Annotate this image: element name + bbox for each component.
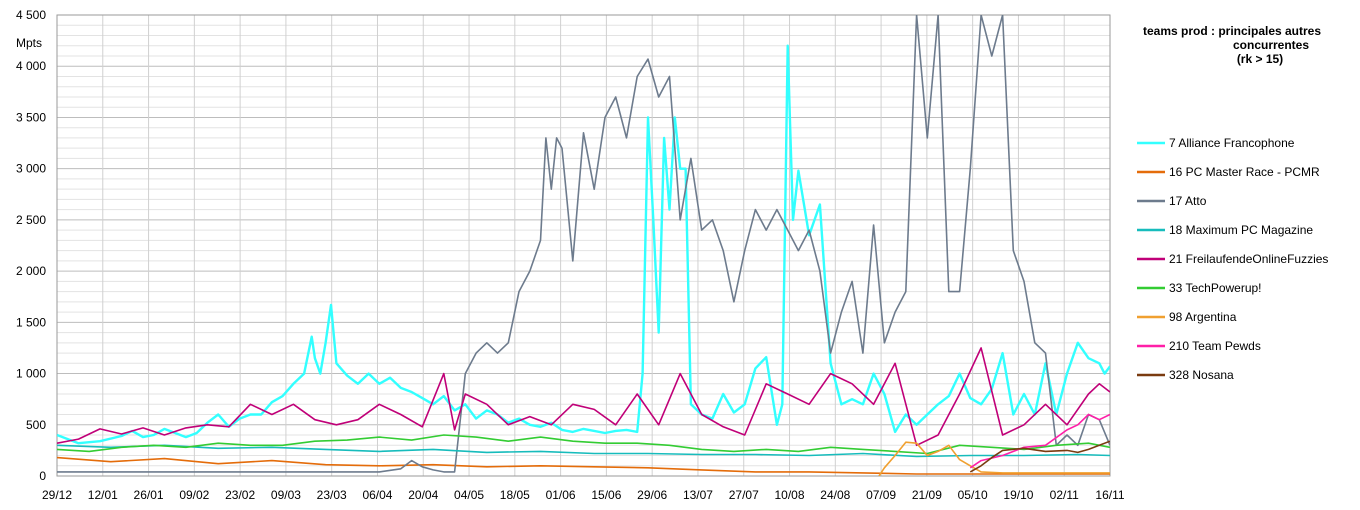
x-tick-label: 09/02 — [179, 488, 209, 502]
x-tick-label: 29/12 — [42, 488, 72, 502]
y-tick-label: 2 000 — [16, 264, 46, 278]
legend-label: 17 Atto — [1169, 194, 1207, 208]
x-tick-label: 07/09 — [866, 488, 896, 502]
x-tick-label: 16/11 — [1095, 488, 1124, 502]
y-tick-label: 0 — [39, 469, 46, 483]
legend-label: 98 Argentina — [1169, 310, 1237, 324]
series-line — [57, 434, 1110, 455]
x-tick-label: 27/07 — [729, 488, 759, 502]
y-tick-label: 3 500 — [16, 110, 46, 124]
x-tick-label: 23/03 — [317, 488, 347, 502]
x-tick-label: 05/10 — [958, 488, 988, 502]
y-axis-label: Mpts — [16, 36, 42, 50]
y-axis: 0 500 1 000 1 500 2 000 2 500 3 000 3 500 4 000 4… — [16, 8, 46, 483]
series-line — [57, 15, 1110, 473]
series-group — [57, 15, 1110, 476]
y-tick-label: 2 500 — [16, 213, 46, 227]
x-tick-label: 04/05 — [454, 488, 484, 502]
series-line — [57, 44, 1110, 445]
x-tick-label: 26/01 — [134, 488, 164, 502]
x-tick-label: 23/02 — [225, 488, 255, 502]
chart-title-line: concurrentes — [1233, 38, 1309, 52]
series-line — [57, 444, 1110, 458]
x-tick-label: 06/04 — [362, 488, 392, 502]
legend-label: 18 Maximum PC Magazine — [1169, 223, 1313, 237]
legend-label: 33 TechPowerup! — [1169, 281, 1262, 295]
x-tick-label: 18/05 — [500, 488, 530, 502]
y-tick-label: 4 500 — [16, 8, 46, 22]
y-tick-label: 1 500 — [16, 315, 46, 329]
y-tick-label: 1 000 — [16, 367, 46, 381]
legend-label: 328 Nosana — [1169, 368, 1234, 382]
series-line — [57, 347, 1110, 447]
legend-label: 210 Team Pewds — [1169, 339, 1261, 353]
legend-label: 21 FreilaufendeOnlineFuzzies — [1169, 252, 1328, 266]
x-tick-label: 20/04 — [408, 488, 438, 502]
x-tick-label: 13/07 — [683, 488, 713, 502]
x-tick-label: 21/09 — [912, 488, 942, 502]
y-tick-label: 3 000 — [16, 162, 46, 176]
x-tick-label: 12/01 — [88, 488, 118, 502]
chart-title: teams prod : principales autres concurre… — [1143, 24, 1321, 66]
chart-grid — [56, 14, 1111, 477]
x-axis: 29/12 12/01 26/01 09/02 23/02 09/03 23/03 06/04… — [42, 488, 1125, 502]
x-tick-label: 02/11 — [1050, 488, 1079, 502]
y-tick-label: 500 — [26, 418, 46, 432]
series-line — [57, 456, 1110, 475]
plot-area-border — [56, 14, 1111, 477]
series-line — [969, 440, 1110, 473]
x-tick-label: 10/08 — [775, 488, 805, 502]
series-line — [878, 441, 1110, 476]
x-tick-label: 29/06 — [637, 488, 667, 502]
x-tick-label: 19/10 — [1003, 488, 1033, 502]
chart-title-line: (rk > 15) — [1237, 52, 1283, 66]
legend: 7 Alliance Francophone 16 PC Master Race … — [1137, 136, 1328, 382]
x-tick-label: 15/06 — [591, 488, 621, 502]
x-tick-label: 24/08 — [820, 488, 850, 502]
chart-title-line: teams prod : principales autres — [1143, 24, 1321, 38]
legend-label: 16 PC Master Race - PCMR — [1169, 165, 1320, 179]
x-tick-label: 09/03 — [271, 488, 301, 502]
y-tick-label: 4 000 — [16, 59, 46, 73]
legend-label: 7 Alliance Francophone — [1169, 136, 1295, 150]
x-tick-label: 01/06 — [546, 488, 576, 502]
